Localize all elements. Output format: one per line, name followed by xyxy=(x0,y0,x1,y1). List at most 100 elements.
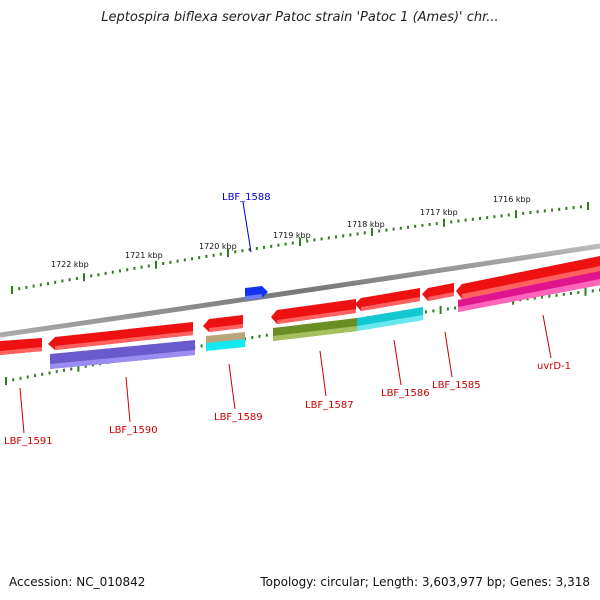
outer-ruler-major-tick xyxy=(155,260,157,269)
outer-ruler-minor-tick xyxy=(126,268,129,272)
outer-ruler-minor-tick xyxy=(90,274,93,278)
inner-ruler-minor-tick xyxy=(526,297,529,301)
gene-label-LBF_1589[interactable]: LBF_1589 xyxy=(214,412,263,423)
gene-LBF_1588-arrow[interactable] xyxy=(245,286,268,300)
leader-LBF_1587 xyxy=(319,350,327,397)
outer-ruler-minor-tick xyxy=(54,280,57,284)
inner-ruler-minor-tick xyxy=(200,344,203,348)
outer-ruler-minor-tick xyxy=(212,253,215,257)
gene-LBF_1586-arrow[interactable] xyxy=(355,288,420,311)
inner-ruler-minor-tick xyxy=(562,292,565,296)
inner-ruler-minor-tick xyxy=(70,367,73,371)
outer-ruler-minor-tick xyxy=(428,223,431,226)
outer-ruler-minor-tick xyxy=(306,239,309,243)
outer-ruler-major-tick xyxy=(11,286,13,294)
outer-ruler-minor-tick xyxy=(327,236,330,240)
gene-label-LBF_1586[interactable]: LBF_1586 xyxy=(381,388,430,399)
gene-label-LBF_1587[interactable]: LBF_1587 xyxy=(305,400,354,411)
inner-ruler-minor-tick xyxy=(55,370,58,374)
outer-ruler-minor-tick xyxy=(579,205,582,209)
inner-ruler-minor-tick xyxy=(63,368,65,372)
outer-ruler-minor-tick xyxy=(111,270,114,274)
outer-ruler-minor-tick xyxy=(551,208,553,212)
gene-LBF_1585-arrow[interactable] xyxy=(422,283,454,301)
gene-uvrD-1-arrow[interactable] xyxy=(456,256,600,299)
inner-ruler-minor-tick xyxy=(432,309,435,313)
outer-ruler-minor-tick xyxy=(572,206,575,210)
inner-ruler-major-tick xyxy=(5,377,7,385)
outer-ruler-minor-tick xyxy=(356,232,359,236)
outer-ruler-minor-tick xyxy=(392,227,395,231)
outer-ruler xyxy=(11,202,589,294)
outer-ruler-major-tick xyxy=(587,202,589,210)
gene-LBF_1587-arrow[interactable] xyxy=(271,299,356,324)
chromosome-backbone xyxy=(0,243,600,338)
leader-LBF_1589 xyxy=(228,363,236,410)
outer-ruler-minor-tick xyxy=(140,265,143,269)
inner-ruler-minor-tick xyxy=(34,374,36,378)
outer-ruler-minor-tick xyxy=(464,218,467,222)
outer-ruler-minor-tick xyxy=(457,219,460,223)
outer-ruler-minor-tick xyxy=(263,245,265,249)
outer-ruler-minor-tick xyxy=(450,220,453,224)
domain-uvrD-1 xyxy=(458,271,600,312)
outer-ruler-minor-tick xyxy=(25,285,28,289)
outer-ruler-major-tick xyxy=(83,273,85,282)
outer-ruler-minor-tick xyxy=(176,259,179,263)
gene-label-LBF_1588[interactable]: LBF_1588 xyxy=(222,192,271,203)
outer-ruler-minor-tick xyxy=(536,210,539,214)
outer-ruler-minor-tick xyxy=(313,238,316,242)
gene-LBF_1590-arrow[interactable] xyxy=(48,322,193,350)
outer-ruler-minor-tick xyxy=(205,254,208,258)
gene-label-LBF_1591[interactable]: LBF_1591 xyxy=(4,436,53,447)
leader-LBF_1586 xyxy=(393,339,402,386)
inner-ruler-minor-tick xyxy=(548,294,551,298)
outer-ruler-minor-tick xyxy=(378,229,381,233)
inner-ruler-minor-tick xyxy=(41,372,44,376)
tick-label-1721: 1721 kbp xyxy=(125,251,163,260)
inner-ruler-minor-tick xyxy=(591,289,594,293)
inner-ruler-minor-tick xyxy=(251,336,254,339)
inner-ruler-minor-tick xyxy=(425,310,428,314)
domain-LBF_1587 xyxy=(273,318,357,341)
outer-ruler-minor-tick xyxy=(191,257,193,261)
gene-label-uvrD-1[interactable]: uvrD-1 xyxy=(537,361,571,372)
gene-label-LBF_1585[interactable]: LBF_1585 xyxy=(432,380,481,391)
inner-ruler-minor-tick xyxy=(454,306,457,310)
leader-LBF_1588 xyxy=(242,201,252,253)
outer-ruler-minor-tick xyxy=(500,214,503,218)
outer-ruler-minor-tick xyxy=(407,225,409,229)
domain-LBF_1586 xyxy=(357,307,423,331)
outer-ruler-minor-tick xyxy=(479,216,481,220)
outer-ruler-minor-tick xyxy=(147,264,150,268)
gene-label-LBF_1590[interactable]: LBF_1590 xyxy=(109,425,158,436)
gene-LBF_1591-arrow[interactable] xyxy=(0,338,42,355)
inner-ruler-major-tick xyxy=(584,287,587,296)
outer-ruler-minor-tick xyxy=(493,215,496,219)
outer-ruler-minor-tick xyxy=(399,226,402,230)
outer-ruler-major-tick xyxy=(443,218,445,227)
domain-LBF_1589-cyan xyxy=(206,339,245,351)
outer-ruler-minor-tick xyxy=(522,211,525,215)
outer-ruler-minor-tick xyxy=(68,278,71,282)
gene-LBF_1589-arrow[interactable] xyxy=(203,315,243,332)
outer-ruler-major-tick xyxy=(371,228,373,236)
outer-ruler-minor-tick xyxy=(421,223,424,227)
outer-ruler-minor-tick xyxy=(414,224,417,228)
inner-ruler-minor-tick xyxy=(19,376,22,380)
outer-ruler-minor-tick xyxy=(39,283,42,287)
inner-ruler-minor-tick xyxy=(48,371,51,375)
outer-ruler-minor-tick xyxy=(169,260,172,264)
outer-ruler-minor-tick xyxy=(162,262,165,265)
outer-ruler-minor-tick xyxy=(291,241,294,245)
inner-ruler-minor-tick xyxy=(265,333,268,337)
outer-ruler-minor-tick xyxy=(248,248,251,252)
outer-ruler-minor-tick xyxy=(335,235,337,239)
outer-ruler-minor-tick xyxy=(255,247,258,250)
outer-ruler-minor-tick xyxy=(558,207,561,211)
outer-ruler-minor-tick xyxy=(471,217,474,221)
outer-ruler-minor-tick xyxy=(270,244,273,248)
outer-ruler-minor-tick xyxy=(241,249,244,253)
inner-ruler-minor-tick xyxy=(12,378,15,382)
